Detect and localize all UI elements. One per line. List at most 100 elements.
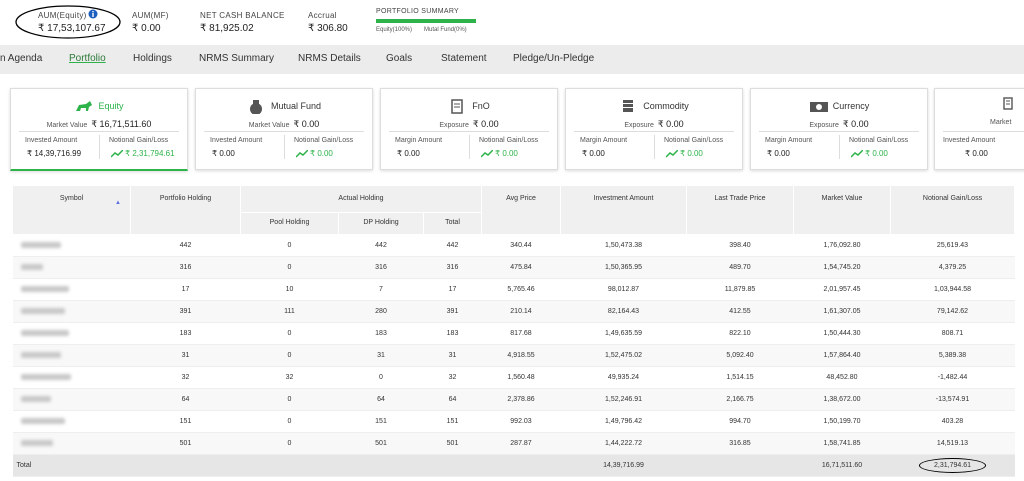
card-left-label: Invested Amount bbox=[25, 137, 78, 144]
nav-tab[interactable]: Goals bbox=[386, 53, 413, 64]
table-cell: 10 bbox=[240, 278, 339, 301]
nav-tab[interactable]: NRMS Summary bbox=[199, 53, 275, 64]
table-cell: 1,54,745.20 bbox=[793, 256, 891, 279]
table-cell: 1,38,672.00 bbox=[793, 388, 891, 411]
card-icon bbox=[623, 100, 634, 112]
table-cell: 49,935.24 bbox=[560, 366, 687, 389]
table-cell: 0 bbox=[240, 432, 339, 455]
blurred-symbol bbox=[20, 241, 61, 248]
table-cell: 1,50,473.38 bbox=[560, 234, 687, 257]
table-cell: 0 bbox=[338, 366, 424, 389]
card-left-label: Margin Amount bbox=[765, 137, 813, 144]
table-cell: 98,012.87 bbox=[560, 278, 687, 301]
symbol-cell bbox=[12, 256, 131, 279]
table-cell: 31 bbox=[423, 344, 482, 367]
nav-tab[interactable]: NRMS Details bbox=[298, 53, 361, 64]
blurred-symbol bbox=[20, 417, 65, 424]
column-header[interactable]: Last Trade Price bbox=[686, 185, 794, 235]
column-header[interactable]: Pool Holding bbox=[240, 212, 339, 235]
table-cell: 31 bbox=[338, 344, 424, 367]
info-icon[interactable] bbox=[88, 9, 98, 19]
blurred-symbol bbox=[20, 285, 69, 292]
nav-tab[interactable]: n Agenda bbox=[0, 53, 43, 64]
table-cell: 391 bbox=[423, 300, 482, 323]
partial-card[interactable]: Market Invested Amount ₹ 0.00 bbox=[934, 88, 1024, 170]
table-row[interactable]: 442 0 442 442 340.44 1,50,473.38 398.40 1,76,09… bbox=[12, 234, 1015, 257]
card-icon bbox=[809, 102, 828, 112]
table-cell: 183 bbox=[130, 322, 241, 345]
aum-equity-value: ₹ 17,53,107.67 bbox=[38, 23, 106, 34]
table-row[interactable]: 151 0 151 151 992.03 1,49,796.42 994.70 1,50,19… bbox=[12, 410, 1015, 433]
table-cell: -1,482.44 bbox=[890, 366, 1015, 389]
highlight-ellipse bbox=[15, 5, 121, 39]
column-header[interactable]: DP Holding bbox=[338, 212, 424, 235]
card-icon bbox=[1003, 97, 1013, 110]
table-cell: 4,379.25 bbox=[890, 256, 1015, 279]
card-left-label: Invested Amount bbox=[943, 137, 996, 144]
table-row[interactable]: 316 0 316 316 475.84 1,50,365.95 489.70 1,54,74… bbox=[12, 256, 1015, 279]
table-cell: 7 bbox=[338, 278, 424, 301]
column-header[interactable]: Market Value bbox=[793, 185, 891, 235]
column-header[interactable]: Investment Amount bbox=[560, 185, 687, 235]
table-row[interactable]: 64 0 64 64 2,378.86 1,52,246.91 2,166.75 1,38,6… bbox=[12, 388, 1015, 411]
summary-card[interactable]: Equity Market Value ₹ 16,71,511.60 Invested… bbox=[10, 88, 188, 171]
column-header[interactable]: Symbol ▲ bbox=[12, 185, 131, 235]
card-market-label: Exposure bbox=[439, 122, 469, 129]
summary-card[interactable]: Mutual Fund Market Value ₹ 0.00 Invested Am… bbox=[195, 88, 373, 170]
column-header[interactable]: Avg Price bbox=[481, 185, 561, 235]
column-header[interactable]: Notional Gain/Loss bbox=[890, 185, 1015, 235]
table-cell: 391 bbox=[130, 300, 241, 323]
table-cell: 501 bbox=[338, 432, 424, 455]
summary-card[interactable]: Commodity Exposure ₹ 0.00 Margin Amount ₹ 0.… bbox=[565, 88, 743, 170]
card-icon bbox=[249, 100, 262, 115]
divider bbox=[284, 135, 285, 159]
table-cell: 1,49,796.42 bbox=[560, 410, 687, 433]
nav-tab[interactable]: Holdings bbox=[133, 53, 172, 64]
table-row[interactable]: 17 10 7 17 5,765.46 98,012.87 11,879.85 2,01,95… bbox=[12, 278, 1015, 301]
nav-tab[interactable]: Statement bbox=[441, 53, 487, 64]
symbol-cell bbox=[12, 432, 131, 455]
nav-bar: n Agenda Portfolio Holdings NRMS Summary NRM… bbox=[0, 45, 1024, 74]
divider bbox=[99, 135, 100, 159]
column-header[interactable]: Portfolio Holding bbox=[130, 185, 241, 235]
table-row[interactable]: 183 0 183 183 817.68 1,49,635.59 822.10 1,50,44… bbox=[12, 322, 1015, 345]
nav-tab[interactable]: Pledge/Un-Pledge bbox=[513, 53, 595, 64]
symbol-cell bbox=[12, 366, 131, 389]
column-header[interactable]: Total bbox=[423, 212, 482, 235]
table-cell: 5,765.46 bbox=[481, 278, 561, 301]
table-cell: 111 bbox=[240, 300, 339, 323]
table-cell: 1,61,307.05 bbox=[793, 300, 891, 323]
table-cell: 1,49,635.59 bbox=[560, 322, 687, 345]
table-cell: 442 bbox=[130, 234, 241, 257]
summary-card[interactable]: Currency Exposure ₹ 0.00 Margin Amount ₹ 0.0… bbox=[750, 88, 928, 170]
card-left-value: ₹ 0.00 bbox=[582, 149, 605, 158]
card-right-label: Notional Gain/Loss bbox=[664, 137, 724, 144]
table-row[interactable]: 391 111 280 391 210.14 82,164.43 412.55 1,61,30… bbox=[12, 300, 1015, 323]
holdings-table: Symbol ▲ Portfolio Holding Actual Holding Av… bbox=[12, 185, 1015, 477]
table-row[interactable]: 32 32 0 32 1,560.48 49,935.24 1,514.15 48,452.8… bbox=[12, 366, 1015, 389]
table-cell: 501 bbox=[423, 432, 482, 455]
card-right-label: Notional Gain/Loss bbox=[294, 137, 354, 144]
nav-tab[interactable]: Portfolio bbox=[69, 53, 106, 64]
table-cell: 64 bbox=[130, 388, 241, 411]
table-cell: 1,52,475.02 bbox=[560, 344, 687, 367]
divider bbox=[469, 135, 470, 159]
card-right-value: ₹ 0.00 bbox=[850, 149, 888, 158]
table-cell: 0 bbox=[240, 388, 339, 411]
card-right-value: ₹ 0.00 bbox=[480, 149, 518, 158]
empty-cell bbox=[130, 454, 241, 477]
table-cell: 1,44,222.72 bbox=[560, 432, 687, 455]
card-title: Equity bbox=[98, 100, 124, 111]
table-row[interactable]: 31 0 31 31 4,918.55 1,52,475.02 5,092.40 1,57,8… bbox=[12, 344, 1015, 367]
table-row[interactable]: 501 0 501 501 287.87 1,44,222.72 316.85 1,58,74… bbox=[12, 432, 1015, 455]
total-label: Total bbox=[12, 454, 131, 477]
sort-icon[interactable]: ▲ bbox=[115, 200, 121, 206]
table-cell: 280 bbox=[338, 300, 424, 323]
table-cell: 0 bbox=[240, 234, 339, 257]
table-cell: 64 bbox=[338, 388, 424, 411]
table-cell: 2,01,957.45 bbox=[793, 278, 891, 301]
blurred-symbol bbox=[20, 373, 71, 380]
summary-card[interactable]: FnO Exposure ₹ 0.00 Margin Amount ₹ 0.00 Noti… bbox=[380, 88, 558, 170]
accrual-label: Accrual bbox=[308, 11, 337, 20]
